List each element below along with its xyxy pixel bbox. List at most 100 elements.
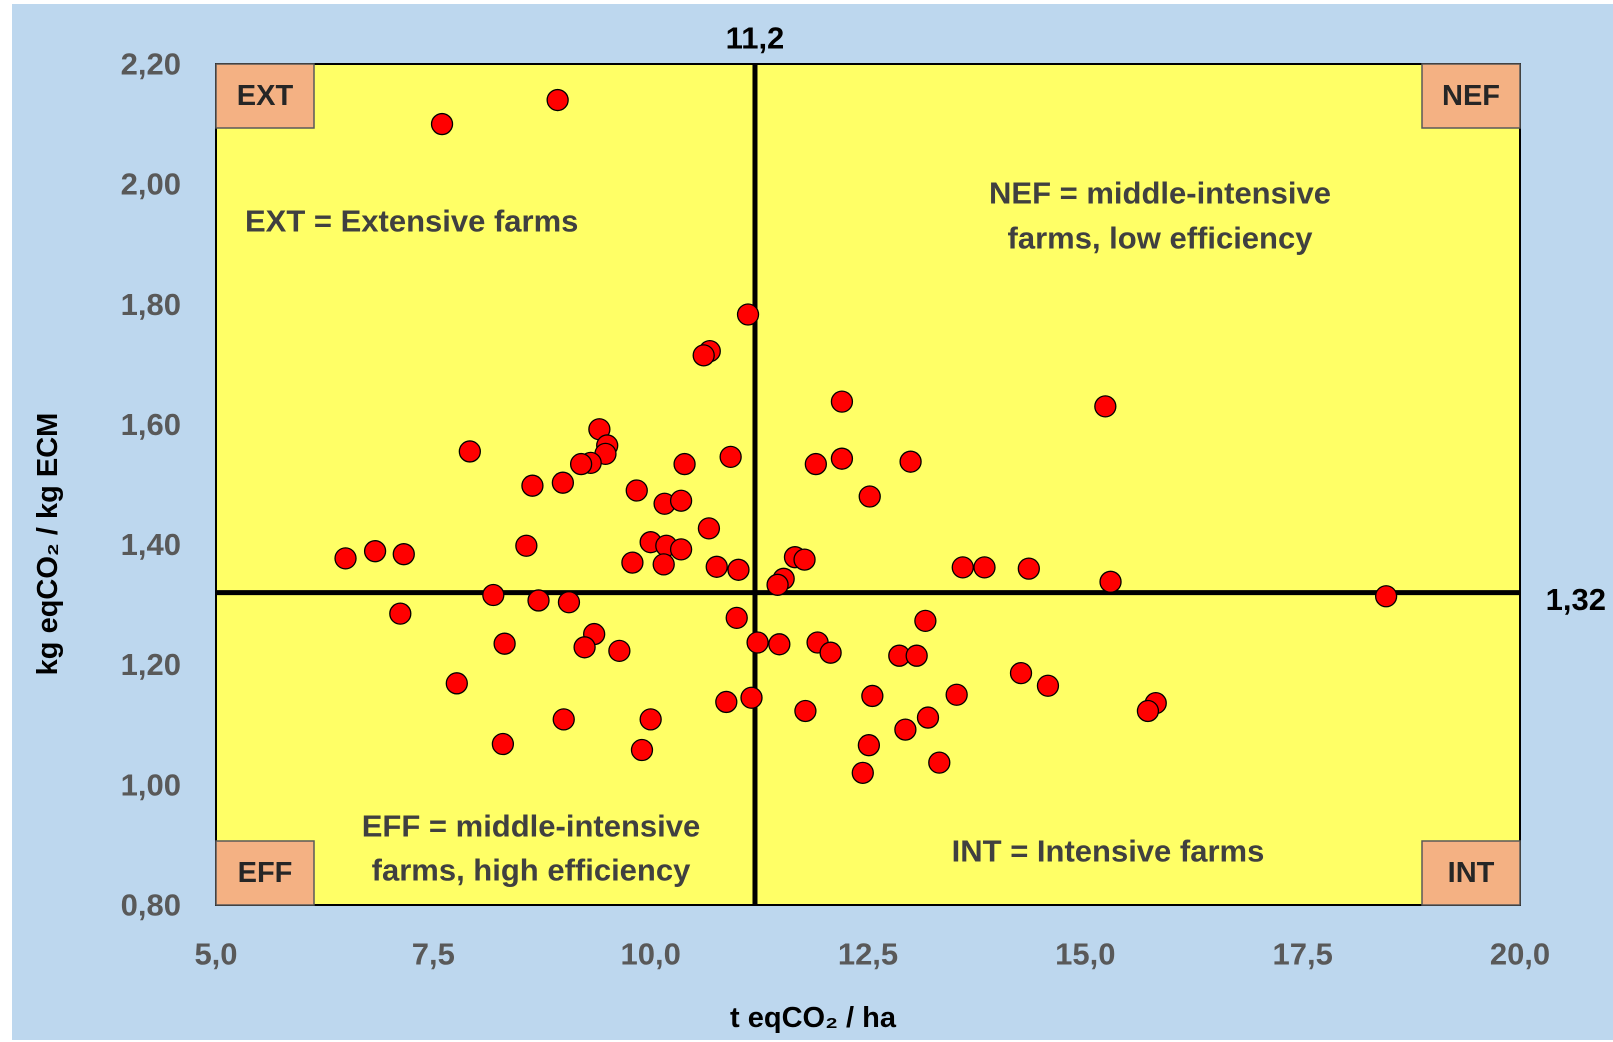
data-point: [928, 751, 951, 774]
data-point: [861, 684, 884, 708]
data-point: [768, 633, 791, 656]
data-points: [334, 88, 1398, 784]
x-tick-label: 10,0: [620, 937, 680, 972]
data-point: [804, 452, 827, 476]
reference-label-y: 1,32: [1546, 582, 1606, 617]
data-point: [608, 639, 631, 663]
data-point: [715, 690, 738, 714]
data-point: [851, 761, 874, 784]
data-point: [914, 609, 937, 633]
data-point: [899, 450, 922, 473]
data-point: [736, 303, 760, 326]
data-point: [669, 489, 693, 512]
data-point: [458, 440, 481, 463]
y-axis-title: kg eqCO₂ / kg ECM: [32, 413, 64, 676]
quadrant-label: NEF: [1442, 80, 1500, 112]
data-point: [1374, 585, 1398, 608]
quadrant-box-ext: EXT: [215, 63, 315, 129]
y-tick-label: 0,80: [121, 888, 181, 923]
data-point: [491, 732, 515, 756]
data-point: [1017, 557, 1040, 580]
y-tick-label: 1,20: [121, 647, 181, 682]
annotation-eff-line-2: farms, high efficiency: [372, 853, 691, 888]
data-point: [945, 683, 968, 706]
data-point: [482, 583, 505, 607]
quadrant-box-fill: [215, 840, 315, 906]
x-tick-label: 12,5: [838, 937, 898, 972]
quadrant-annotations: EXT = Extensive farms NEF = middle-inten…: [245, 176, 1331, 888]
x-tick-label: 5,0: [194, 937, 237, 972]
data-point: [766, 573, 789, 596]
x-tick-label: 15,0: [1055, 937, 1115, 972]
data-point: [430, 112, 454, 136]
data-point: [630, 738, 654, 762]
data-point: [740, 686, 763, 709]
data-point: [692, 344, 715, 367]
data-point: [363, 540, 387, 563]
quadrant-box-fill: [215, 63, 315, 129]
y-tick-label: 1,00: [121, 767, 181, 802]
data-point: [389, 602, 412, 625]
y-tick-label: 1,40: [121, 527, 181, 562]
quadrant-label: EXT: [237, 80, 294, 112]
x-tick-label: 7,5: [412, 937, 455, 972]
y-tick-label: 2,00: [121, 167, 181, 202]
data-point: [625, 479, 648, 502]
y-tick-label: 1,60: [121, 407, 181, 442]
data-point: [794, 699, 817, 723]
data-point: [973, 556, 996, 579]
quadrant-box-nef: NEF: [1421, 63, 1521, 129]
y-tick-label: 1,80: [121, 287, 181, 322]
data-point: [515, 534, 538, 557]
data-point: [793, 548, 816, 571]
annotation-int: INT = Intensive farms: [952, 834, 1265, 869]
data-point: [905, 644, 928, 667]
data-point: [521, 474, 544, 497]
data-point: [652, 553, 675, 576]
data-point: [1036, 674, 1060, 697]
data-point: [1009, 661, 1033, 685]
data-point: [334, 547, 357, 570]
data-point: [552, 708, 575, 731]
quadrant-box-fill: [1421, 840, 1521, 906]
data-point: [573, 636, 596, 659]
quadrant-box-eff: EFF: [215, 840, 315, 906]
x-axis-title: t eqCO₂ / ha: [730, 1002, 897, 1034]
data-point: [725, 606, 748, 630]
data-point: [858, 485, 881, 508]
y-axis-tick-labels: 0,80 1,00 1,20 1,40 1,60 1,80 2,00 2,20: [121, 47, 181, 923]
quadrant-box-fill: [1421, 63, 1521, 129]
data-point: [830, 447, 854, 470]
data-point: [621, 551, 644, 574]
x-axis-tick-labels: 5,0 7,5 10,0 12,5 15,0 17,5 20,0: [194, 937, 1550, 972]
data-point: [527, 589, 550, 612]
data-point: [669, 538, 693, 561]
data-point: [951, 556, 974, 579]
data-point: [557, 591, 581, 614]
data-point: [1099, 570, 1122, 593]
data-point: [1136, 699, 1160, 723]
data-point: [445, 672, 468, 695]
quadrant-boxes: EXT NEF EFF INT: [215, 63, 1521, 906]
data-point: [673, 452, 696, 476]
data-point: [392, 543, 415, 566]
data-point: [639, 708, 662, 731]
x-tick-label: 20,0: [1490, 937, 1550, 972]
data-point: [697, 517, 721, 540]
data-point: [857, 734, 881, 757]
data-point: [727, 558, 750, 581]
annotation-ext: EXT = Extensive farms: [245, 204, 578, 239]
data-point: [569, 452, 593, 476]
data-point: [916, 706, 940, 729]
data-point: [546, 88, 569, 112]
data-point: [819, 641, 842, 664]
data-point: [746, 631, 769, 654]
data-point: [493, 632, 516, 655]
reference-lines: [216, 64, 1520, 905]
y-tick-label: 2,20: [121, 47, 181, 82]
quadrant-box-int: INT: [1421, 840, 1521, 906]
x-tick-label: 17,5: [1272, 937, 1332, 972]
data-point: [830, 390, 854, 413]
reference-label-x: 11,2: [726, 21, 785, 56]
